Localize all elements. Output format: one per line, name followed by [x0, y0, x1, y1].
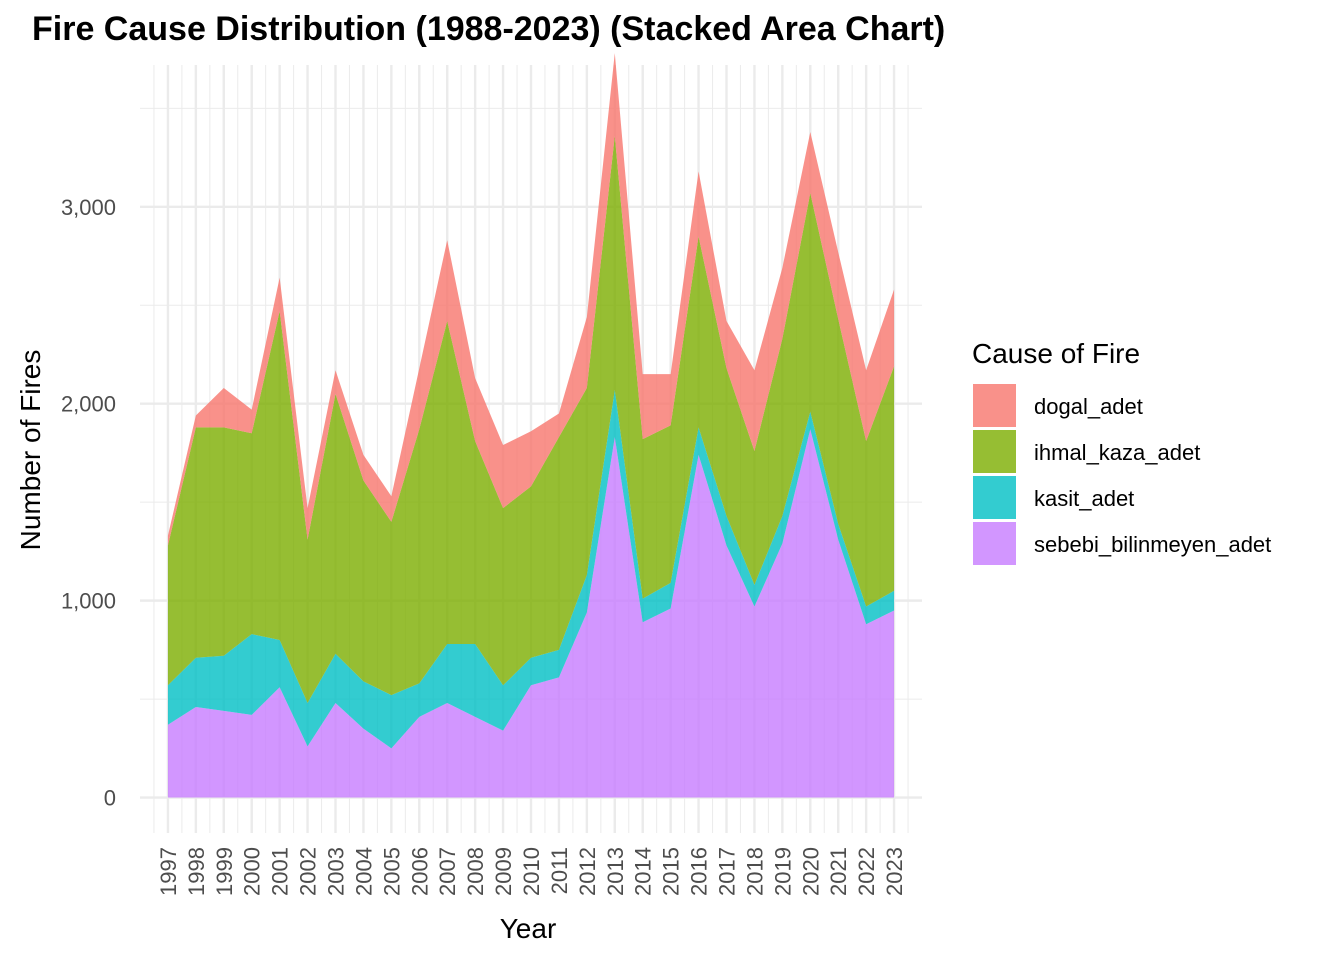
area-kasit_adet — [167, 389, 895, 749]
legend-swatch-dogal_adet — [973, 384, 1016, 427]
x-tick-label: 2005 — [379, 847, 404, 896]
x-tick-label: 2000 — [240, 847, 265, 896]
y-axis-title: Number of Fires — [15, 350, 46, 551]
areas — [167, 53, 895, 798]
y-tick-label: 3,000 — [61, 195, 116, 220]
x-tick-label: 1998 — [184, 847, 209, 896]
area-ihmal_kaza_adet — [167, 135, 895, 704]
y-tick-label: 1,000 — [61, 589, 116, 614]
legend-swatch-ihmal_kaza_adet — [973, 430, 1016, 473]
chart-title: Fire Cause Distribution (1988-2023) (Sta… — [32, 10, 946, 48]
y-axis-ticks: 0 1,000 2,000 3,000 — [61, 195, 116, 811]
x-tick-label: 1997 — [156, 847, 181, 896]
x-tick-label: 2018 — [742, 847, 767, 896]
x-axis-ticks: 1997 1998 1999 2000 2001 2002 2003 2004 2005 2006… — [156, 847, 907, 896]
y-tick-label: 0 — [104, 786, 116, 811]
x-axis-title: Year — [500, 913, 557, 944]
area-sebebi_bilinmeyen_adet — [167, 429, 895, 798]
legend-swatch-kasit_adet — [973, 476, 1016, 519]
x-tick-label: 2001 — [268, 847, 293, 896]
x-tick-label: 2009 — [491, 847, 516, 896]
x-tick-label: 1999 — [212, 847, 237, 896]
x-tick-label: 2006 — [407, 847, 432, 896]
x-tick-label: 2011 — [547, 847, 572, 894]
legend-items: dogal_adet ihmal_kaza_adet kasit_adetsebeb… — [973, 384, 1271, 565]
x-tick-label: 2015 — [659, 847, 684, 896]
x-tick-label: 2007 — [435, 847, 460, 896]
x-tick-label: 2020 — [798, 847, 823, 896]
legend-label-dogal_adet: dogal_adet — [1034, 394, 1143, 419]
legend-swatch-sebebi_bilinmeyen_adet — [973, 522, 1016, 565]
x-tick-label: 2010 — [519, 847, 544, 896]
x-tick-label: 2021 — [826, 847, 851, 896]
x-tick-label: 2003 — [324, 847, 349, 896]
x-tick-label: 2013 — [603, 847, 628, 896]
legend-label-ihmal_kaza_adet: ihmal_kaza_adet — [1034, 440, 1200, 465]
legend-label-sebebi_bilinmeyen_adet: sebebi_bilinmeyen_adet — [1034, 532, 1271, 557]
x-tick-label: 2002 — [296, 847, 321, 896]
legend-title: Cause of Fire — [972, 338, 1140, 369]
x-tick-label: 2014 — [631, 847, 656, 896]
x-tick-label: 2008 — [463, 847, 488, 896]
x-tick-label: 2012 — [575, 847, 600, 896]
x-tick-label: 2023 — [882, 847, 907, 896]
x-tick-label: 2016 — [687, 847, 712, 896]
legend: Cause of Fire dogal_adet ihmal_kaza_adetk… — [972, 338, 1271, 565]
x-tick-label: 2019 — [770, 847, 795, 896]
x-tick-label: 2004 — [351, 847, 376, 896]
x-tick-label: 2017 — [715, 847, 740, 896]
area-dogal_adet — [167, 53, 895, 546]
x-tick-label: 2022 — [854, 847, 879, 896]
legend-label-kasit_adet: kasit_adet — [1034, 486, 1134, 511]
y-tick-label: 2,000 — [61, 392, 116, 417]
